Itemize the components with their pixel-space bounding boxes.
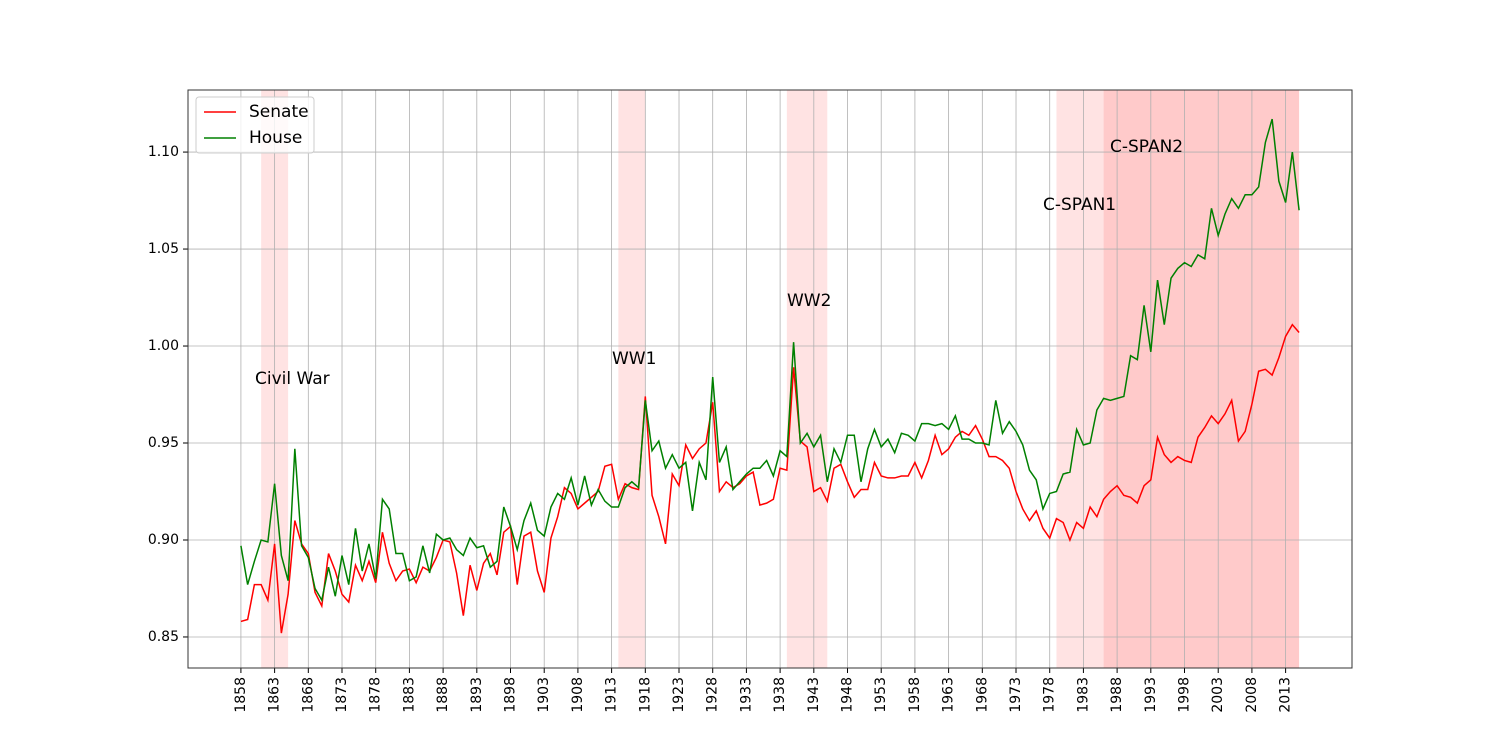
x-tick-label: 1968: [974, 677, 990, 713]
x-tick-label: 1888: [435, 677, 451, 713]
x-tick-label: 1938: [772, 677, 788, 713]
shaded-span: [786, 90, 828, 668]
x-tick-label: 1998: [1177, 677, 1193, 713]
x-tick-label: 2008: [1244, 677, 1260, 713]
x-tick-label: 1953: [873, 677, 889, 713]
plot-frame: [187, 89, 1353, 669]
y-tick-label: 0.95: [148, 435, 179, 451]
x-tick-label: 1868: [300, 677, 316, 713]
shaded-span: [1103, 90, 1300, 668]
x-tick-label: 1958: [907, 677, 923, 713]
x-tick-label: 1913: [604, 677, 620, 713]
x-tick-label: 1873: [334, 677, 350, 713]
x-tick-label: 1973: [1008, 677, 1024, 713]
x-tick-label: 1923: [671, 677, 687, 713]
annotation: C-SPAN1: [1043, 195, 1116, 215]
annotation: C-SPAN2: [1110, 137, 1183, 157]
line: [240, 118, 1300, 603]
legend-label: Senate: [249, 102, 309, 122]
x-tick-label: 1933: [738, 677, 754, 713]
x-tick-label: 1858: [233, 677, 249, 713]
x-tick-label: 1928: [705, 677, 721, 713]
x-tick-label: 1903: [536, 677, 552, 713]
x-tick-label: 1988: [1109, 677, 1125, 713]
x-tick-label: 1863: [267, 677, 283, 713]
y-tick-label: 1.05: [148, 241, 179, 257]
x-tick-label: 1963: [941, 677, 957, 713]
y-tick-label: 1.00: [148, 338, 179, 354]
x-tick-label: 1918: [637, 677, 653, 713]
legend-box: [195, 96, 315, 154]
x-tick-label: 1878: [368, 677, 384, 713]
annotation: WW2: [787, 291, 831, 311]
x-tick-label: 2013: [1278, 677, 1294, 713]
y-tick-label: 1.10: [148, 144, 179, 160]
x-tick-label: 1978: [1042, 677, 1058, 713]
x-tick-label: 1983: [1075, 677, 1091, 713]
x-tick-label: 1948: [840, 677, 856, 713]
x-tick-label: 1898: [503, 677, 519, 713]
x-tick-label: 1883: [401, 677, 417, 713]
shaded-span: [618, 90, 646, 668]
y-tick-label: 0.90: [148, 532, 179, 548]
legend-label: House: [249, 128, 302, 148]
x-tick-label: 1893: [469, 677, 485, 713]
y-tick-label: 0.85: [148, 629, 179, 645]
annotation: Civil War: [255, 369, 330, 389]
x-tick-label: 1908: [570, 677, 586, 713]
annotation: WW1: [612, 349, 656, 369]
x-tick-label: 2003: [1210, 677, 1226, 713]
x-tick-label: 1943: [806, 677, 822, 713]
x-tick-label: 1993: [1143, 677, 1159, 713]
line: [240, 323, 1300, 634]
